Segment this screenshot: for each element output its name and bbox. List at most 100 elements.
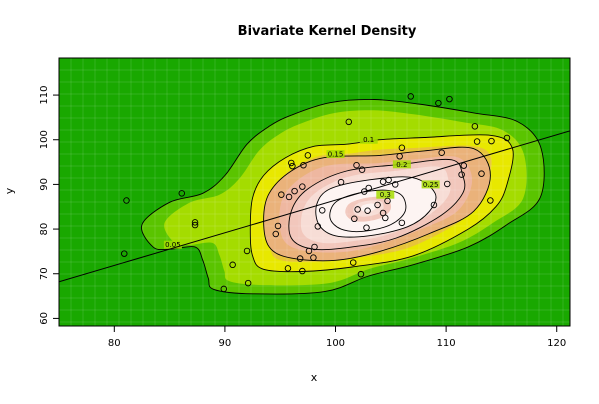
y-tick-label: 80: [39, 223, 50, 236]
contour-label: 0.15: [328, 151, 344, 159]
data-point: [384, 197, 391, 205]
data-point: [391, 181, 399, 188]
plot-area: 0.05 0.1 0.15 0.2 0.25 0.3: [59, 58, 570, 326]
chart-title: Bivariate Kernel Density: [238, 24, 417, 39]
data-point: [458, 171, 465, 178]
data-point: [345, 118, 353, 126]
data-point: [351, 215, 358, 223]
data-point: [299, 183, 306, 190]
data-point: [364, 207, 371, 215]
x-tick-label: 110: [437, 338, 456, 349]
data-point: [353, 161, 360, 169]
data-point: [374, 201, 381, 209]
data-point: [289, 162, 296, 170]
data-point: [354, 206, 361, 213]
data-point: [361, 188, 368, 195]
contour-label: 0.3: [380, 191, 391, 199]
data-point: [284, 265, 292, 272]
axes: 80 90 100 110 120 60 70 80 90 100 110: [39, 57, 571, 349]
y-tick-label: 90: [39, 178, 50, 191]
data-point: [365, 184, 372, 192]
data-point: [243, 247, 251, 255]
data-point: [396, 153, 403, 160]
contour-line: [263, 146, 491, 262]
data-point: [123, 197, 130, 204]
data-point: [296, 255, 304, 262]
x-tick-label: 80: [108, 338, 121, 349]
contour-label-bg: [359, 135, 378, 144]
data-point: [291, 187, 298, 195]
data-point: [473, 138, 481, 145]
data-point: [503, 134, 511, 142]
data-point: [272, 230, 280, 238]
y-tick-label: 70: [39, 267, 50, 280]
data-point: [311, 243, 318, 251]
contour-label: 0.2: [396, 161, 407, 169]
data-point: [443, 180, 451, 188]
data-point: [357, 270, 365, 278]
contour-label: 0.25: [423, 181, 439, 189]
data-point: [274, 222, 282, 230]
data-point: [385, 176, 392, 184]
data-point: [358, 166, 366, 173]
contour-label: 0.1: [363, 136, 374, 144]
y-tick-label: 60: [39, 312, 50, 325]
contour-line: [315, 176, 437, 238]
data-point: [285, 193, 293, 201]
x-tick-label: 100: [326, 338, 345, 349]
data-point: [363, 224, 370, 231]
data-point: [305, 247, 313, 255]
data-point: [430, 201, 438, 209]
contour-line: [249, 134, 514, 273]
data-point: [314, 223, 322, 230]
x-tick-label: 90: [219, 338, 232, 349]
data-point: [288, 159, 295, 167]
data-point: [488, 137, 495, 145]
contour-label-bg: [326, 150, 345, 159]
data-point: [121, 250, 128, 257]
data-point: [220, 285, 228, 293]
data-point: [379, 178, 387, 185]
contour-label: 0.05: [165, 241, 181, 249]
contour-label-bg: [421, 180, 440, 189]
data-point: [337, 178, 345, 186]
x-tick-label: 120: [547, 338, 566, 349]
contour-label-bg: [376, 190, 395, 199]
data-point: [191, 219, 199, 226]
data-point: [460, 162, 468, 169]
data-point: [435, 99, 442, 107]
data-point: [487, 197, 494, 204]
data-point: [299, 267, 306, 275]
data-point: [471, 123, 479, 130]
data-point: [382, 214, 389, 222]
x-axis-label: x: [311, 371, 318, 384]
data-point: [438, 149, 445, 156]
contour-label-bg: [163, 240, 182, 249]
data-point: [300, 161, 307, 169]
regression-line: [59, 130, 570, 283]
contour-line: [329, 189, 407, 233]
y-tick-label: 110: [39, 86, 50, 105]
data-point: [318, 207, 326, 214]
data-point: [349, 259, 357, 266]
data-point: [398, 219, 406, 227]
data-point: [407, 93, 414, 100]
data-point: [398, 144, 406, 152]
data-point: [310, 254, 317, 261]
data-point: [244, 279, 252, 287]
contour-line: [141, 99, 545, 295]
contour-lines: 0.05 0.1 0.15 0.2 0.25 0.3: [141, 99, 545, 295]
data-point: [304, 152, 312, 159]
contour-label-bg: [392, 160, 411, 169]
plot-frame: [58, 57, 571, 327]
data-point: [478, 170, 485, 177]
data-point: [446, 95, 453, 103]
data-point: [178, 190, 186, 197]
data-point: [278, 191, 285, 198]
y-axis-label: y: [3, 187, 16, 194]
data-point: [191, 221, 199, 229]
data-point: [229, 261, 236, 269]
y-tick-label: 100: [39, 130, 50, 149]
